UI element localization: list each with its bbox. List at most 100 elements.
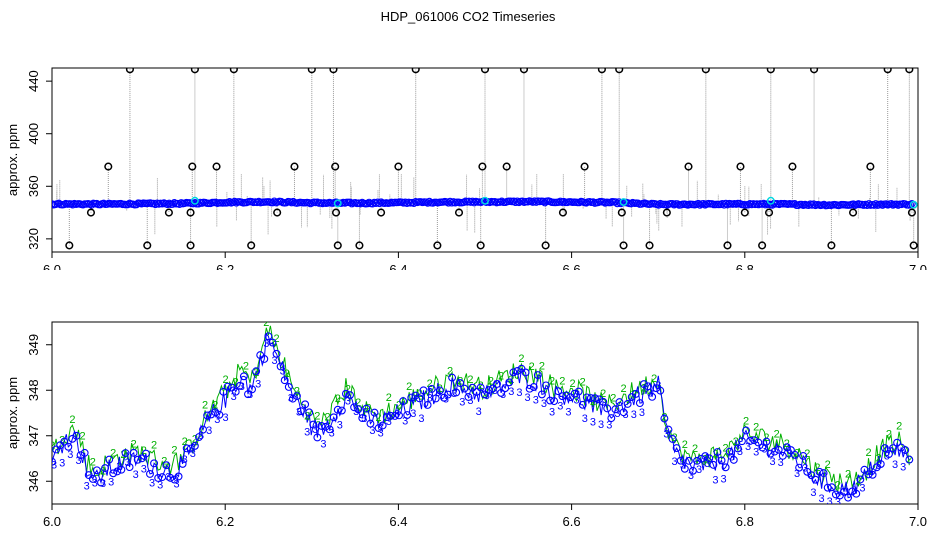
outlier-point bbox=[502, 162, 511, 171]
data-point bbox=[289, 197, 298, 206]
blue-circle-marker bbox=[819, 469, 828, 478]
blue-circle-marker bbox=[648, 392, 657, 401]
blue-3-marker: 3 bbox=[778, 457, 784, 469]
green-2-marker: 2 bbox=[49, 440, 55, 452]
outlier-point bbox=[377, 208, 386, 217]
x-tick-label: 6.6 bbox=[563, 514, 581, 529]
blue-3-marker: 3 bbox=[476, 406, 482, 418]
blue-circle-marker bbox=[672, 444, 681, 453]
y-tick-label: 400 bbox=[26, 123, 41, 145]
green-2-marker: 2 bbox=[814, 462, 820, 474]
data-point bbox=[870, 201, 878, 209]
blue-circle-marker bbox=[476, 383, 485, 392]
blue-3-marker: 3 bbox=[222, 412, 228, 424]
outlier-point bbox=[558, 208, 567, 217]
blue-circle-marker bbox=[113, 467, 122, 476]
blue-circle-marker bbox=[905, 455, 914, 464]
green-2-marker: 2 bbox=[692, 443, 698, 455]
blue-3-marker: 3 bbox=[745, 441, 751, 453]
blue-3-marker: 3 bbox=[631, 409, 637, 421]
blue-3-marker: 3 bbox=[843, 486, 849, 498]
chart-title: HDP_061006 CO2 Timeseries bbox=[380, 9, 556, 24]
blue-3-marker: 3 bbox=[443, 394, 449, 406]
green-2-marker: 2 bbox=[590, 396, 596, 408]
blue-circle-marker bbox=[468, 383, 477, 392]
green-2-marker: 2 bbox=[294, 385, 300, 397]
blue-circle-marker bbox=[211, 408, 220, 417]
blue-circle-marker bbox=[248, 385, 256, 394]
blue-circle-marker bbox=[815, 467, 824, 476]
blue-circle-marker bbox=[101, 464, 110, 473]
blue-3-marker: 3 bbox=[549, 407, 555, 419]
outlier-point bbox=[394, 162, 403, 171]
blue-circle-marker bbox=[717, 456, 726, 465]
blue-circle-marker bbox=[591, 394, 599, 403]
blue-circle-marker bbox=[182, 444, 191, 453]
blue-3-marker: 3 bbox=[508, 386, 514, 398]
blue-circle-marker bbox=[595, 395, 604, 404]
blue-3-marker: 3 bbox=[410, 408, 416, 420]
blue-circle-marker bbox=[162, 461, 171, 470]
green-2-marker: 2 bbox=[131, 439, 137, 451]
blue-circle-marker bbox=[395, 411, 403, 420]
outlier-point bbox=[86, 208, 96, 217]
cyan-point bbox=[481, 196, 489, 205]
blue-3-marker: 3 bbox=[329, 428, 335, 440]
blue-3-marker: 3 bbox=[451, 388, 457, 400]
blue-3-marker: 3 bbox=[533, 394, 539, 406]
outlier-point bbox=[827, 241, 836, 250]
green-2-marker: 2 bbox=[865, 447, 871, 459]
blue-circle-marker bbox=[284, 383, 293, 391]
x-tick-label: 6.8 bbox=[736, 262, 754, 270]
green-2-marker: 2 bbox=[600, 388, 606, 400]
blue-circle-marker bbox=[582, 393, 591, 402]
cyan-point bbox=[619, 198, 628, 207]
top-plot-area bbox=[52, 68, 918, 250]
outlier-point bbox=[723, 241, 732, 250]
green-2-marker: 2 bbox=[876, 453, 882, 465]
blue-circle-marker bbox=[125, 463, 134, 472]
blue-circle-marker bbox=[448, 373, 457, 382]
outlier-point bbox=[290, 162, 299, 171]
blue-circle-marker bbox=[623, 399, 632, 408]
blue-circle-marker bbox=[746, 437, 755, 445]
x-tick-label: 7.0 bbox=[909, 262, 927, 270]
data-point bbox=[175, 200, 184, 208]
blue-3-marker: 3 bbox=[214, 414, 220, 426]
data-point bbox=[268, 198, 277, 207]
blue-circle-marker bbox=[80, 448, 89, 457]
green-2-marker: 2 bbox=[447, 365, 453, 377]
blue-circle-marker bbox=[231, 387, 240, 396]
blue-circle-marker bbox=[260, 355, 269, 363]
outlier-point bbox=[190, 68, 199, 74]
blue-circle-marker bbox=[884, 450, 893, 459]
data-point bbox=[363, 199, 372, 208]
data-point bbox=[373, 198, 382, 207]
blue-circle-marker bbox=[725, 447, 734, 456]
green-2-marker: 2 bbox=[835, 480, 841, 492]
blue-3-marker: 3 bbox=[639, 407, 645, 419]
outlier-point bbox=[597, 68, 606, 74]
blue-circle-marker bbox=[178, 459, 187, 468]
blue-circle-marker bbox=[97, 478, 105, 487]
blue-3-marker: 3 bbox=[394, 408, 400, 420]
blue-circle-marker bbox=[88, 474, 97, 483]
blue-circle-marker bbox=[533, 371, 542, 379]
green-2-marker: 2 bbox=[437, 383, 443, 395]
y-tick-label: 346 bbox=[26, 470, 41, 492]
data-point bbox=[365, 198, 373, 207]
blue-circle-marker bbox=[121, 449, 130, 457]
x-tick-label: 6.2 bbox=[216, 514, 234, 529]
blue-circle-marker bbox=[117, 465, 126, 474]
blue-circle-marker bbox=[382, 413, 391, 421]
outlier-point bbox=[307, 68, 316, 74]
outlier-point bbox=[454, 208, 464, 217]
blue-circle-marker bbox=[831, 490, 840, 499]
outlier-point bbox=[849, 208, 858, 217]
outlier-point bbox=[580, 162, 589, 171]
blue-circle-marker bbox=[509, 368, 518, 377]
green-2-marker: 2 bbox=[641, 383, 647, 395]
green-2-marker: 2 bbox=[804, 448, 810, 460]
blue-circle-marker bbox=[419, 386, 428, 395]
outlier-point bbox=[329, 68, 338, 74]
